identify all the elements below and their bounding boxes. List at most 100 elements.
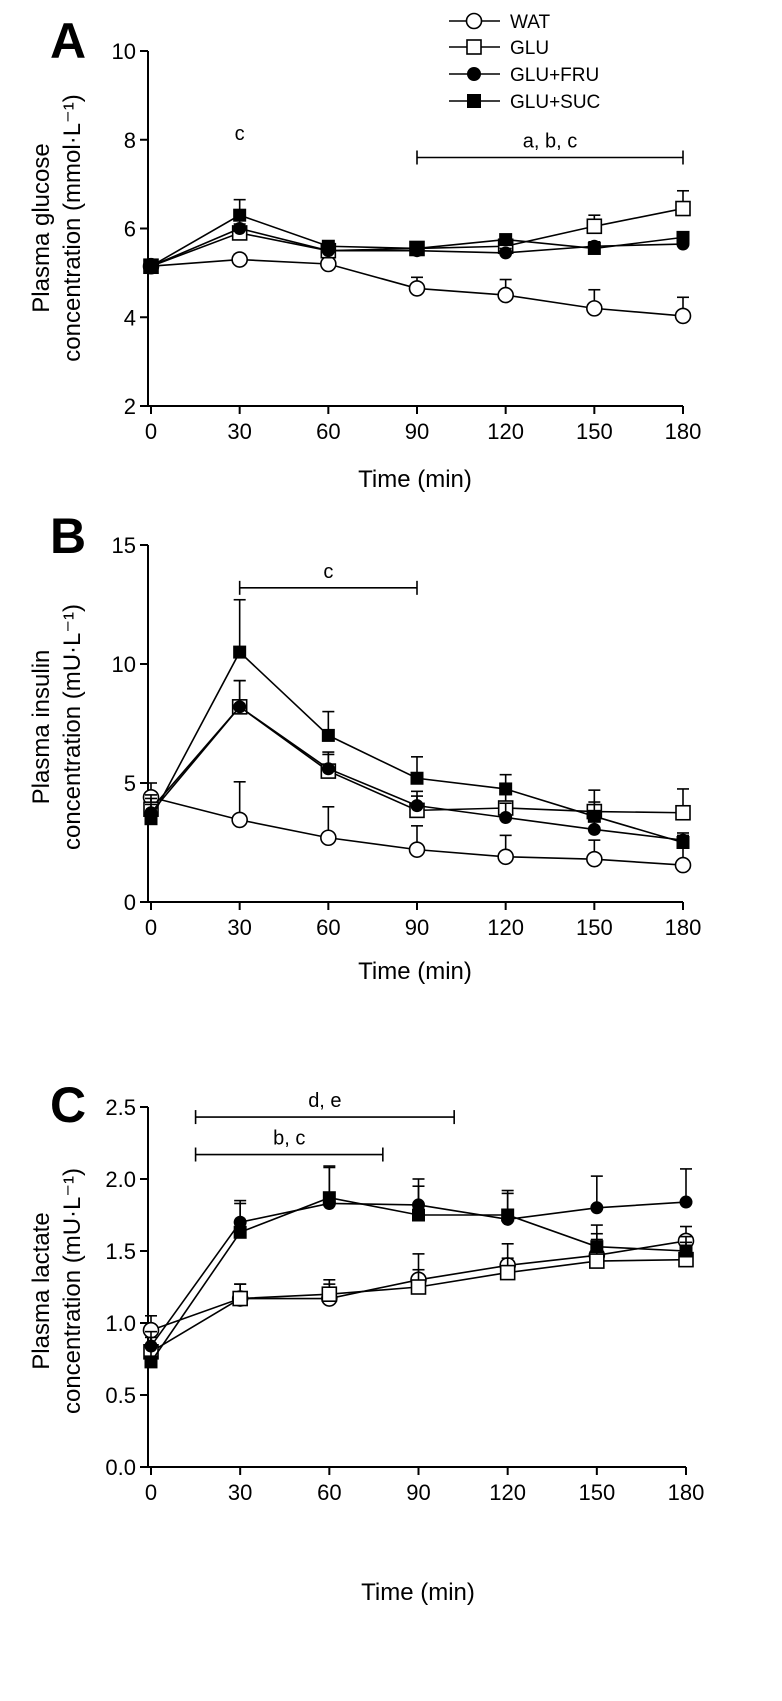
data-point [410,771,424,785]
panel-letter: B [50,508,86,564]
x-tick-label: 0 [145,915,157,940]
y-tick-label: 0 [124,890,136,915]
data-point [499,782,513,796]
data-point [321,728,335,742]
data-point [586,218,603,235]
x-tick-label: 30 [228,1480,252,1505]
data-point [410,1279,427,1295]
data-point [233,700,247,714]
x-tick-label: 60 [316,419,340,444]
series-glu-suc [144,1165,693,1369]
data-point [589,1253,605,1269]
y-axis-label-line1: Plasma lactate [28,1212,55,1369]
y-tick-label: 2.5 [105,1095,136,1120]
x-axis-label: Time (min) [361,1579,475,1606]
y-tick-label: 10 [112,39,136,64]
y-tick-label: 0.0 [105,1455,136,1480]
y-axis-label-line1: Plasma glucose [28,143,55,312]
data-point [590,1240,604,1254]
data-point [320,829,337,847]
significance-label: c [323,561,333,583]
y-tick-label: 2.0 [105,1167,136,1192]
data-point [499,811,513,825]
data-point [231,251,248,268]
legend-marker-open-circle [465,12,483,30]
legend-label: GLU [510,38,549,59]
y-tick-label: 1.0 [105,1311,136,1336]
data-point [144,259,158,273]
data-point [144,1355,158,1369]
data-point [499,1264,516,1281]
y-tick-label: 4 [124,305,136,330]
data-point [231,811,248,829]
y-tick-label: 5 [124,771,136,796]
data-point [676,836,690,849]
y-tick-label: 2 [124,394,136,419]
data-point [675,804,691,821]
x-tick-label: 180 [668,1480,705,1505]
y-axis-label-line2: concentration (mU·L⁻¹) [59,604,86,850]
significance-label: c [235,123,245,145]
data-point [232,1290,248,1307]
y-tick-label: 6 [124,217,136,242]
x-tick-label: 30 [227,419,251,444]
x-tick-label: 0 [145,419,157,444]
data-point [499,246,513,260]
data-point [412,1208,425,1222]
data-point [679,1244,693,1258]
legend-marker-filled-square [467,94,481,108]
x-tick-label: 180 [665,419,702,444]
data-point [676,230,690,244]
y-axis-label-line2: concentration (mU·L⁻¹) [59,1168,86,1414]
panel-a: A Plasma glucose concentration (mmol·L⁻¹… [28,13,701,493]
panel-letter: A [50,13,86,69]
legend: WAT GLU GLU+FRU GLU+SUC [449,12,600,113]
x-tick-label: 120 [487,915,524,940]
x-axis-label: Time (min) [358,466,472,493]
plot-area: 0.0 0.5 1.0 1.5 2.0 2.5 0 30 60 90 120 150 180 d, eb,… [105,1090,704,1505]
x-tick-label: 0 [145,1480,157,1505]
series-line [150,207,684,267]
data-point [233,222,247,235]
data-point [675,200,691,217]
data-point [408,841,426,858]
series-glu-suc [144,198,690,273]
y-tick-label: 0.5 [105,1383,136,1408]
y-tick-label: 15 [112,533,136,558]
data-point [408,280,426,297]
data-point [497,286,514,304]
x-tick-label: 120 [489,1480,526,1505]
x-tick-label: 90 [405,915,429,940]
legend-item-glu-fru: GLU+FRU [449,65,599,86]
data-point [497,848,514,866]
x-tick-label: 60 [316,915,340,940]
x-tick-label: 150 [578,1480,615,1505]
data-point [501,1208,515,1222]
data-point [233,1225,247,1239]
y-axis-label-line1: Plasma insulin [28,650,55,805]
data-point [674,307,692,325]
data-point [321,239,335,253]
legend-item-glu-suc: GLU+SUC [449,92,600,113]
x-tick-label: 30 [227,915,251,940]
series-wat [142,251,692,325]
data-point [590,1201,604,1215]
legend-item-glu: GLU [449,38,549,59]
y-tick-label: 8 [124,128,136,153]
data-point [410,241,424,255]
data-point [144,1339,158,1353]
legend-marker-open-square [466,39,482,55]
data-point [321,1286,338,1302]
plot-area: 2 4 6 8 10 0 30 60 90 120 150 180 c a, b, c [112,39,702,444]
series-glu-suc [144,598,690,849]
x-tick-label: 180 [665,915,702,940]
data-point [587,822,601,836]
legend-item-wat: WAT [449,12,550,33]
legend-label: GLU+FRU [510,65,599,86]
data-point [586,850,603,868]
data-point [321,762,335,776]
x-tick-label: 120 [487,419,524,444]
panel-b: B Plasma insulin concentration (mU·L⁻¹) … [28,508,701,985]
